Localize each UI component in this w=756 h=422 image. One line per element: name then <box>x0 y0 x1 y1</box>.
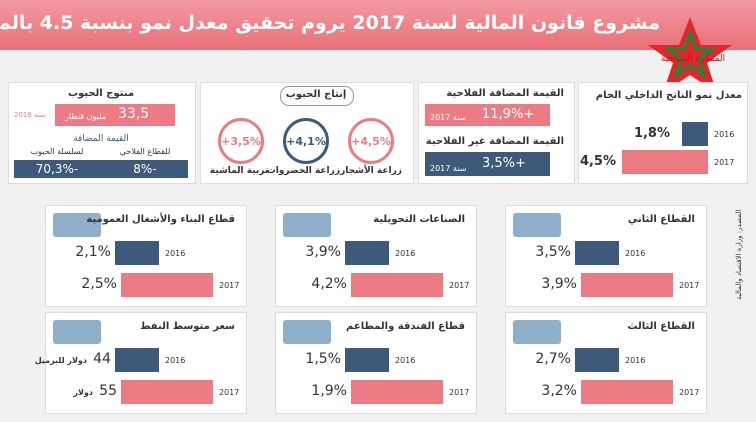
bar <box>351 273 443 297</box>
value: 3,2% <box>541 383 577 399</box>
bar <box>115 348 159 372</box>
sector-title: قطاع الفندقة والمطاعم <box>346 321 465 332</box>
agri-title: القيمة المضافة الفلاحية <box>446 88 564 99</box>
value: 3,5% <box>535 244 571 260</box>
bar <box>345 348 389 372</box>
pill <box>280 86 354 106</box>
circle: +4,1% <box>283 118 329 164</box>
bar <box>581 273 673 297</box>
bar <box>575 348 619 372</box>
year: 2016 <box>395 249 416 258</box>
value: 1,9% <box>311 383 347 399</box>
bar <box>55 104 175 126</box>
year: 2016 <box>625 249 646 258</box>
bar <box>682 122 708 146</box>
year: 2017 <box>679 281 700 290</box>
value: 3,9% <box>305 244 341 260</box>
sector-title: الصناعات التحويلية <box>373 214 465 225</box>
circle: +4,5% <box>348 118 394 164</box>
value: -8% <box>133 162 157 176</box>
production-title: إنتاج الحبوب <box>285 89 347 100</box>
added-value-title: القيمة المضافة <box>73 134 129 144</box>
value: +11,9% <box>482 107 535 122</box>
bar <box>351 380 443 404</box>
sector-title: سعر متوسط النفط <box>140 321 235 332</box>
year: 2016 <box>395 356 416 365</box>
value: 4,5% <box>579 154 616 169</box>
bar <box>425 152 550 176</box>
note: سنة 2016 <box>14 111 46 119</box>
value: 2,5% <box>81 276 117 292</box>
value: 3,9% <box>541 276 577 292</box>
label: لسلسلة الحبوب <box>30 147 84 156</box>
unit: دولار <box>73 388 93 397</box>
year: 2016 <box>714 130 735 139</box>
circle: +3,5% <box>218 118 264 164</box>
title: مشروع قانون المالية لسنة 2017 يروم تحقيق… <box>0 12 660 34</box>
year: 2017 <box>679 388 700 397</box>
icon <box>53 320 101 344</box>
bar <box>425 104 550 126</box>
value: 2,1% <box>75 244 111 260</box>
icon <box>53 213 101 237</box>
value: 33,5 <box>118 106 150 122</box>
value: 1,8% <box>633 126 670 141</box>
bar <box>115 241 159 265</box>
sector-title: القطاع الثالث <box>627 321 695 332</box>
label: زراعة الخضروات <box>266 166 340 176</box>
value: +4,5% <box>351 134 391 148</box>
title-bar <box>0 0 756 50</box>
bar <box>575 241 619 265</box>
value: -70,3% <box>35 162 79 176</box>
year: 2017 <box>714 158 735 167</box>
year: 2017 <box>219 281 240 290</box>
year: 2017 <box>219 388 240 397</box>
icon <box>513 213 561 237</box>
bar <box>622 150 708 174</box>
bar <box>581 380 673 404</box>
note: سنة 2017 <box>430 164 467 173</box>
year: 2017 <box>449 388 470 397</box>
value: 4,2% <box>311 276 347 292</box>
logo-text: المفكرة السياحية <box>660 54 726 64</box>
sector-title: قطاع البناء والأشغال العمومية <box>86 214 235 225</box>
logo-star <box>648 17 732 93</box>
icon <box>283 320 331 344</box>
value: 55 <box>99 383 117 399</box>
value: 44 <box>93 351 111 367</box>
label: زراعة الأشجار <box>340 166 402 176</box>
bar <box>121 273 213 297</box>
label: للقطاع الفلاحي <box>119 147 171 156</box>
year: 2016 <box>165 356 186 365</box>
value: +3,5% <box>221 134 261 148</box>
value: +4,1% <box>286 134 326 148</box>
source: المصدر: وزارة الاقتصاد والمالية <box>735 209 743 300</box>
output-title: منتوج الحبوب <box>67 88 135 99</box>
value: 2,7% <box>535 351 571 367</box>
icon <box>283 213 331 237</box>
value: 1,5% <box>305 351 341 367</box>
year: 2016 <box>625 356 646 365</box>
bar <box>14 160 188 178</box>
non-agri-title: القيمة المضافة غير الفلاحية <box>425 136 564 147</box>
year: 2017 <box>449 281 470 290</box>
gdp-title: معدل نمو الناتج الداخلي الخام <box>595 90 742 101</box>
year: 2016 <box>165 249 186 258</box>
unit: مليون قنطار <box>65 112 106 121</box>
bar <box>121 380 213 404</box>
value: +3,5% <box>482 156 526 171</box>
note: سنة 2017 <box>430 113 467 122</box>
icon <box>513 320 561 344</box>
sector-title: القطاع الثاني <box>627 214 695 225</box>
bar <box>345 241 389 265</box>
label: تربية الماشية <box>209 166 269 176</box>
unit: دولار للبرميل <box>34 356 87 365</box>
